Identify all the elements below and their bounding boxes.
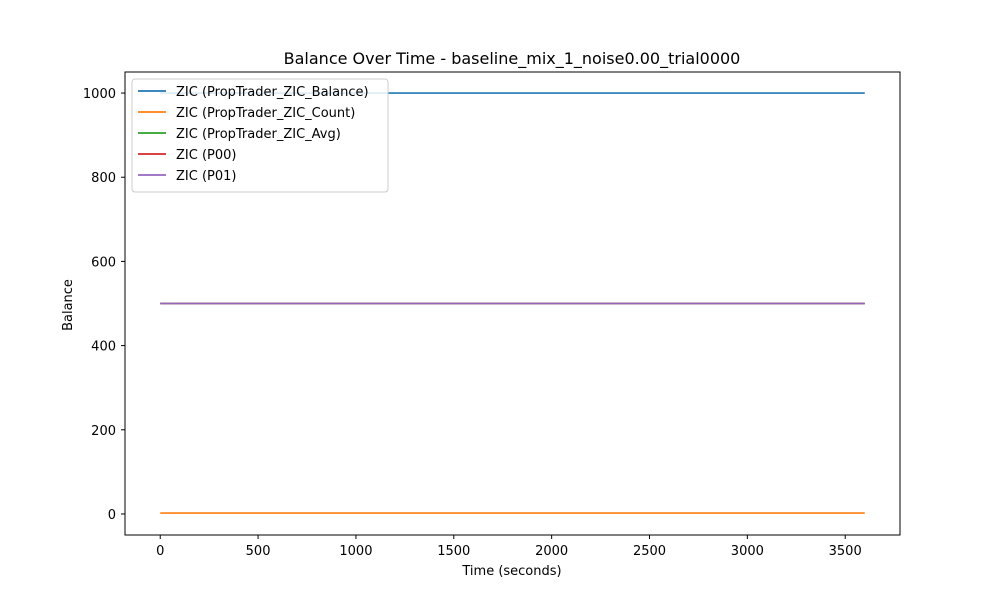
y-axis-label: Balance [61, 279, 76, 331]
chart-title: Balance Over Time - baseline_mix_1_noise… [284, 49, 741, 69]
y-tick-label: 600 [91, 255, 116, 270]
y-tick-label: 0 [108, 508, 116, 523]
x-tick-label: 0 [156, 544, 164, 559]
y-axis: 0 200 400 600 800 1000 [83, 87, 125, 523]
x-tick-label: 2000 [535, 544, 568, 559]
x-tick-label: 500 [246, 544, 271, 559]
x-tick-label: 3500 [829, 544, 862, 559]
legend-label-1: ZIC (PropTrader_ZIC_Count) [176, 106, 355, 121]
x-tick-label: 3000 [731, 544, 764, 559]
plot-frame [124, 71, 901, 536]
x-tick-label: 2500 [633, 544, 666, 559]
legend-box [131, 78, 389, 193]
y-tick-label: 800 [91, 171, 116, 186]
x-tick-label: 1000 [339, 544, 372, 559]
x-tick-label: 1500 [437, 544, 470, 559]
x-axis: 0 500 1000 1500 2000 2500 3000 3500 [156, 535, 862, 559]
y-tick-label: 200 [91, 424, 116, 439]
legend-label-0: ZIC (PropTrader_ZIC_Balance) [176, 85, 369, 100]
legend-label-2: ZIC (PropTrader_ZIC_Avg) [176, 127, 341, 142]
plot-area [124, 71, 901, 536]
y-tick-label: 400 [91, 340, 116, 355]
legend: ZIC (PropTrader_ZIC_Balance) ZIC (PropTra… [131, 78, 389, 193]
x-axis-label: Time (seconds) [461, 564, 561, 579]
legend-label-3: ZIC (P00) [176, 148, 236, 163]
legend-label-4: ZIC (P01) [176, 169, 236, 184]
y-tick-label: 1000 [83, 87, 116, 102]
